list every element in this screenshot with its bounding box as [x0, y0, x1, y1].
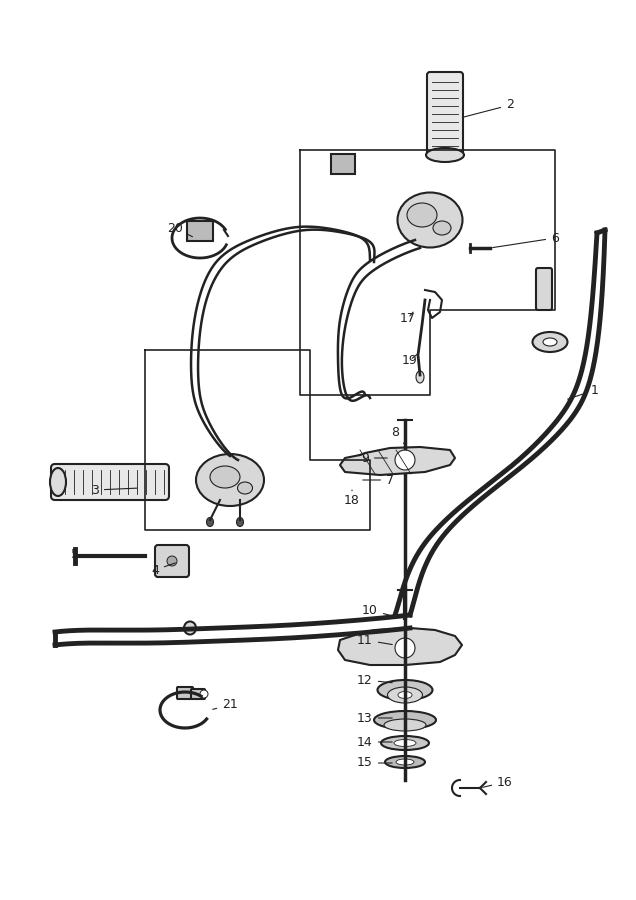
Ellipse shape	[398, 193, 462, 248]
Text: 17: 17	[400, 311, 416, 325]
Text: 4: 4	[151, 562, 176, 577]
Ellipse shape	[385, 756, 425, 768]
Text: 14: 14	[357, 735, 392, 749]
Text: 21: 21	[212, 698, 238, 712]
FancyBboxPatch shape	[191, 689, 205, 699]
Ellipse shape	[196, 454, 264, 506]
Ellipse shape	[237, 482, 252, 494]
Text: 13: 13	[357, 712, 392, 724]
Text: 1: 1	[568, 383, 599, 399]
Ellipse shape	[543, 338, 557, 346]
Ellipse shape	[237, 518, 244, 526]
Ellipse shape	[394, 740, 416, 746]
Polygon shape	[338, 628, 462, 665]
Circle shape	[200, 690, 208, 698]
Text: 2: 2	[462, 98, 514, 117]
Text: 6: 6	[493, 231, 559, 248]
FancyBboxPatch shape	[536, 268, 552, 310]
FancyBboxPatch shape	[155, 545, 189, 577]
FancyBboxPatch shape	[427, 72, 463, 158]
Ellipse shape	[387, 687, 422, 703]
Ellipse shape	[378, 680, 432, 700]
Circle shape	[395, 450, 415, 470]
FancyBboxPatch shape	[51, 464, 169, 500]
Text: 9: 9	[361, 452, 387, 464]
Ellipse shape	[207, 518, 214, 526]
Text: 20: 20	[167, 221, 193, 237]
Text: 10: 10	[362, 604, 398, 617]
Ellipse shape	[433, 221, 451, 235]
Ellipse shape	[210, 466, 240, 488]
FancyBboxPatch shape	[187, 221, 213, 241]
FancyBboxPatch shape	[177, 687, 193, 699]
Ellipse shape	[396, 759, 414, 765]
Text: 8: 8	[391, 426, 405, 445]
Text: 18: 18	[344, 490, 360, 507]
FancyBboxPatch shape	[331, 154, 355, 174]
Ellipse shape	[384, 719, 426, 731]
Ellipse shape	[381, 736, 429, 750]
Ellipse shape	[416, 371, 424, 383]
Text: 16: 16	[483, 776, 513, 788]
Polygon shape	[340, 447, 455, 475]
Text: 5: 5	[71, 548, 112, 562]
Ellipse shape	[532, 332, 567, 352]
Ellipse shape	[50, 468, 66, 496]
Ellipse shape	[398, 691, 412, 698]
Text: 15: 15	[357, 757, 392, 770]
Text: 19: 19	[402, 354, 418, 366]
Text: 3: 3	[91, 483, 137, 497]
Ellipse shape	[426, 148, 464, 162]
Ellipse shape	[407, 203, 437, 227]
Text: 12: 12	[357, 673, 392, 687]
Ellipse shape	[374, 711, 436, 729]
Text: 11: 11	[357, 634, 392, 646]
Circle shape	[395, 638, 415, 658]
Text: 7: 7	[363, 473, 394, 487]
Ellipse shape	[167, 556, 177, 566]
Ellipse shape	[184, 622, 196, 634]
